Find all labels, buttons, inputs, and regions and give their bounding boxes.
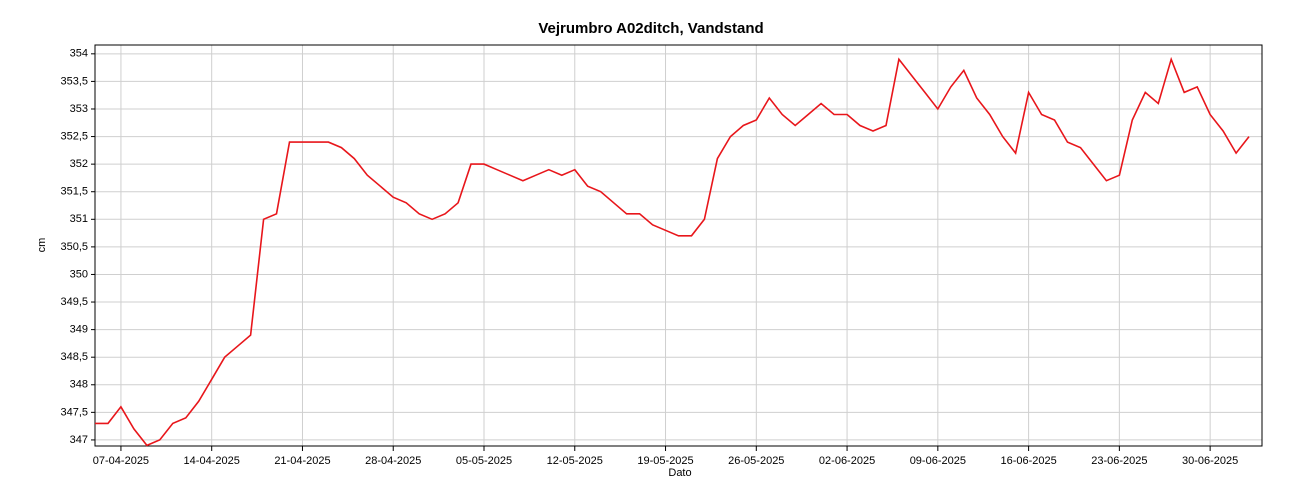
x-tick-label: 23-06-2025 (1091, 455, 1147, 467)
y-tick-label: 349 (70, 324, 88, 336)
y-tick-label: 349,5 (60, 296, 88, 308)
y-tick-label: 350,5 (60, 241, 88, 253)
data-line (95, 56, 1250, 447)
y-tick-label: 347,5 (60, 406, 88, 418)
y-tick-label: 352,5 (60, 130, 88, 142)
x-tick-label: 16-06-2025 (1000, 455, 1056, 467)
y-tick-label: 350 (70, 268, 88, 280)
y-tick-label: 353 (70, 103, 88, 115)
x-tick-label: 07-04-2025 (93, 455, 149, 467)
y-tick-label: 352 (70, 158, 88, 170)
x-tick-label: 26-05-2025 (728, 455, 784, 467)
y-tick-label: 347 (70, 434, 88, 446)
x-tick-label: 19-05-2025 (637, 455, 693, 467)
y-tick-label: 354 (70, 48, 88, 60)
y-tick-label: 348,5 (60, 351, 88, 363)
x-tick-label: 30-06-2025 (1182, 455, 1238, 467)
x-tick-label: 09-06-2025 (910, 455, 966, 467)
x-tick-label: 02-06-2025 (819, 455, 875, 467)
x-tick-label: 28-04-2025 (365, 455, 421, 467)
y-axis-label: cm (36, 238, 48, 253)
y-tick-label: 351 (70, 213, 88, 225)
chart-title: Vejrumbro A02ditch, Vandstand (538, 20, 763, 37)
y-tick-label: 348 (70, 379, 88, 391)
y-tick-label: 353,5 (60, 75, 88, 87)
x-tick-label: 21-04-2025 (274, 455, 330, 467)
y-tick-label: 351,5 (60, 186, 88, 198)
x-tick-label: 14-04-2025 (184, 455, 240, 467)
x-tick-label: 12-05-2025 (547, 455, 603, 467)
x-axis-label: Dato (668, 467, 691, 479)
x-tick-label: 05-05-2025 (456, 455, 512, 467)
plot-frame (94, 44, 1263, 447)
